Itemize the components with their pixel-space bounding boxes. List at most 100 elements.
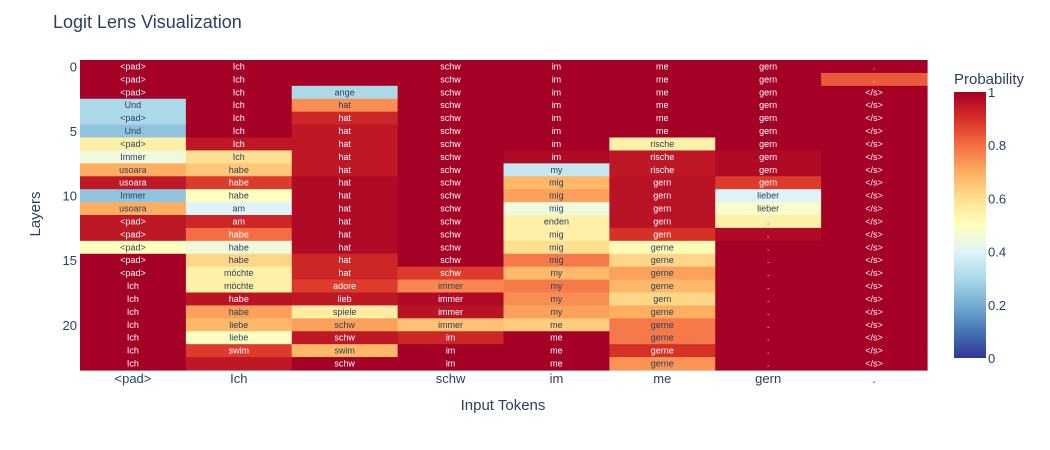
- heatmap-cell: [821, 292, 928, 307]
- cell-label: .: [767, 242, 770, 252]
- heatmap-cell: [609, 111, 716, 126]
- heatmap-cell: [503, 163, 610, 177]
- cell-label: gern: [759, 178, 777, 188]
- cell-label: im: [552, 139, 562, 149]
- heatmap-cell: [503, 111, 610, 126]
- heatmap-cell: [397, 279, 505, 294]
- cell-label: lieber: [757, 204, 779, 214]
- heatmap-cell: [397, 331, 505, 345]
- heatmap-cell: [80, 150, 187, 164]
- cell-label: </s>: [865, 165, 883, 175]
- heatmap-cell: [291, 124, 399, 139]
- heatmap-cell: [821, 72, 928, 87]
- cell-label: </s>: [865, 126, 883, 136]
- cell-label: Immer: [120, 191, 146, 201]
- heatmap-cell: [397, 344, 505, 358]
- heatmap-cell: [715, 111, 822, 126]
- cell-label: habe: [229, 178, 249, 188]
- heatmap-cell: [821, 331, 928, 345]
- cell-label: Ich: [233, 100, 245, 110]
- x-tick-label: .: [872, 371, 876, 386]
- heatmap-cell: [185, 111, 293, 126]
- cell-label: .: [767, 229, 770, 239]
- heatmap-cell: [80, 98, 187, 113]
- cell-label: hat: [338, 100, 351, 110]
- colorbar-title: Probability: [954, 71, 1025, 88]
- heatmap-cell: [821, 357, 928, 371]
- heatmap-cell: [821, 150, 928, 164]
- heatmap-cell: [80, 72, 187, 87]
- cell-label: habe: [229, 229, 249, 239]
- cell-label: gern: [653, 229, 671, 239]
- heatmap-cell: [397, 163, 505, 177]
- cell-label: habe: [229, 294, 249, 304]
- heatmap-cell: [185, 227, 293, 242]
- cell-label: me: [656, 126, 669, 136]
- heatmap-cell: [609, 253, 716, 268]
- cell-label: mig: [549, 178, 564, 188]
- cell-label: habe: [229, 165, 249, 175]
- heatmap-cell: [185, 202, 293, 216]
- cell-label: me: [656, 100, 669, 110]
- heatmap-cell: [503, 292, 610, 307]
- heatmap-cell: [185, 150, 293, 164]
- cell-label: </s>: [865, 152, 883, 162]
- heatmap-cell: [80, 124, 187, 139]
- heatmap-cell: [503, 227, 610, 242]
- cell-label: liebe: [229, 320, 248, 330]
- heatmap-cell: [80, 189, 187, 203]
- heatmap-cell: [821, 202, 928, 216]
- cell-label: </s>: [865, 113, 883, 123]
- heatmap-cell: [185, 292, 293, 307]
- heatmap-cell: [397, 111, 505, 126]
- heatmap-cell: [821, 189, 928, 203]
- cell-label: <pad>: [120, 87, 146, 97]
- heatmap-cell: [397, 357, 505, 371]
- cell-label: schw: [440, 178, 461, 188]
- heatmap-cell: [80, 137, 187, 152]
- heatmap-cell: [291, 240, 399, 255]
- heatmap-cell: [291, 279, 399, 294]
- heatmap-cell: [397, 189, 505, 203]
- cell-label: Ich: [127, 281, 139, 291]
- cell-label: hat: [338, 152, 351, 162]
- cell-label: gerne: [651, 346, 674, 356]
- heatmap-cell: [185, 266, 293, 281]
- heatmap-cell: [821, 253, 928, 268]
- heatmap-cell: [715, 124, 822, 139]
- cell-label: Ich: [127, 307, 139, 317]
- heatmap-cell: [185, 331, 293, 345]
- heatmap-cell: [609, 240, 716, 255]
- heatmap-cell: [185, 176, 293, 190]
- cell-label: </s>: [865, 268, 883, 278]
- cell-label: schw: [440, 165, 461, 175]
- cell-label: rische: [650, 152, 674, 162]
- cell-label: ange: [335, 87, 355, 97]
- cell-label: gerne: [651, 320, 674, 330]
- heatmap-cell: [80, 111, 187, 126]
- heatmap-cell: [715, 189, 822, 203]
- cell-label: schw: [440, 242, 461, 252]
- heatmap-cell: [80, 227, 187, 242]
- cell-label: schw: [440, 191, 461, 201]
- heatmap-cell: [185, 72, 293, 87]
- heatmap-cell: [715, 344, 822, 358]
- cell-label: .: [767, 333, 770, 343]
- heatmap-cell: [503, 189, 610, 203]
- heatmap-cell: [609, 305, 716, 319]
- colorbar: [954, 92, 986, 358]
- cell-label: schw: [440, 229, 461, 239]
- heatmap-cell: [291, 163, 399, 177]
- cell-label: schw: [440, 126, 461, 136]
- cell-label: Ich: [127, 320, 139, 330]
- cell-label: adore: [333, 281, 356, 291]
- cell-label: usoara: [119, 165, 147, 175]
- heatmap-cell: [609, 137, 716, 152]
- cell-label: .: [767, 255, 770, 265]
- cell-label: </s>: [865, 307, 883, 317]
- heatmap-cell: [715, 318, 822, 332]
- heatmap-cell: [185, 357, 293, 371]
- heatmap-cell: [291, 98, 399, 113]
- heatmap-cell: [185, 344, 293, 358]
- colorbar-tick-label: 0.2: [988, 298, 1006, 313]
